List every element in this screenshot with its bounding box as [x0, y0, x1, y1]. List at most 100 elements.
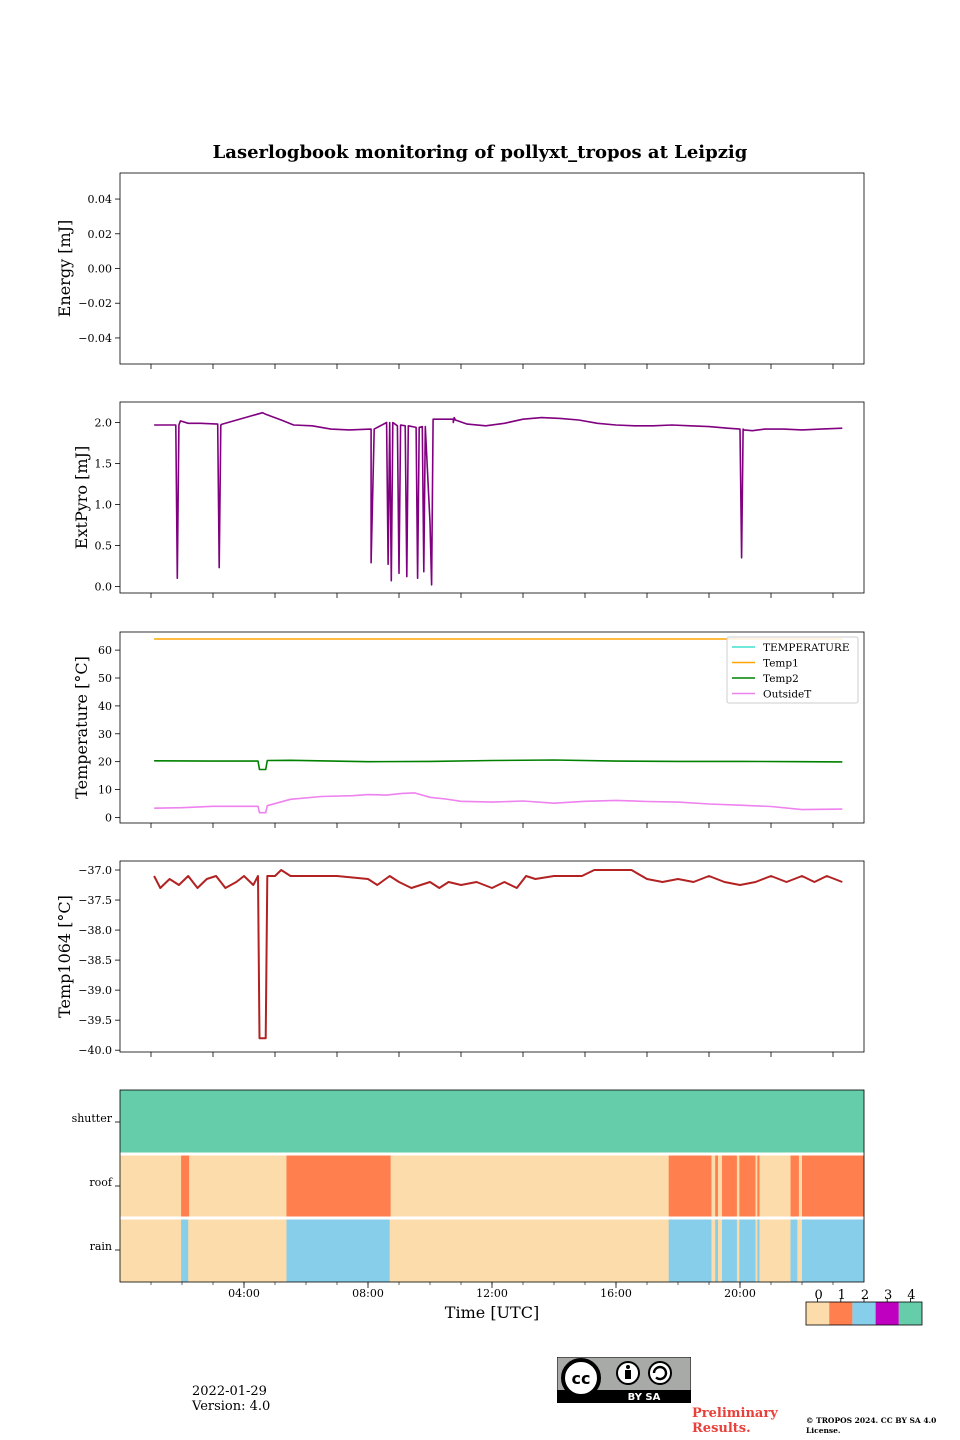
y-tick-label: −38.5 [78, 954, 112, 967]
flag-segment-roof [722, 1154, 738, 1218]
row-label-rain: rain [90, 1240, 112, 1253]
x-tick-label: 16:00 [600, 1287, 632, 1300]
flag-segment-roof [736, 1154, 740, 1218]
flag-segment-roof [189, 1154, 287, 1218]
flag-segment-rain [797, 1218, 803, 1282]
flag-segment-roof [181, 1154, 190, 1218]
flag-segment-rain [389, 1218, 669, 1282]
by-person-icon-head [626, 1365, 630, 1369]
footer-version: Version: 4.0 [192, 1399, 271, 1414]
y-tick-label: −0.04 [78, 332, 112, 345]
flag-segment-rain [755, 1218, 758, 1282]
y-tick-label: 0 [105, 811, 112, 824]
flag-segment-roof [790, 1154, 800, 1218]
flag-segment-shutter [120, 1090, 865, 1154]
cc-icon [561, 1358, 601, 1398]
panels: 0.04 0.02 0.00 −0.02 −0.04 Energy [mJ] 0.0 0.5 1… [55, 172, 865, 1057]
flag-segment-rain [802, 1218, 865, 1282]
y-tick-label: 0.0 [95, 580, 113, 593]
flag-segment-roof [715, 1154, 719, 1218]
flag-segment-rain [668, 1218, 712, 1282]
flag-segment-roof [717, 1154, 723, 1218]
series-line-outsidet [154, 792, 843, 814]
sa-share-arrow [652, 1365, 668, 1381]
y-tick-label: 1.5 [95, 457, 113, 470]
y-tick-label: 10 [98, 784, 112, 797]
legend-label: Temp2 [763, 673, 799, 685]
colorbar-tick-label: 2 [861, 1288, 869, 1303]
legend-label: TEMPERATURE [763, 642, 850, 654]
flag-segment-rain [739, 1218, 756, 1282]
series-line-temp2 [154, 759, 843, 771]
y-tick-label: 0.04 [88, 193, 113, 206]
flag-segment-roof [711, 1154, 716, 1218]
legend-label: Temp1 [763, 658, 799, 670]
flag-segment-rain [790, 1218, 798, 1282]
panel-temperature: 0 10 20 30 40 50 60 Temperature [°C] TEMPERATURE… [72, 631, 865, 828]
flag-segment-roof [390, 1154, 669, 1218]
flag-segment-rain [717, 1218, 723, 1282]
y-tick-label: −39.0 [78, 984, 112, 997]
colorbar-swatch-0 [806, 1302, 830, 1325]
axes-frame [119, 631, 865, 824]
y-tick-label: 2.0 [95, 416, 113, 429]
flag-segment-rain [759, 1218, 791, 1282]
y-tick-label: 30 [98, 728, 112, 741]
y-tick-label: −37.5 [78, 894, 112, 907]
flag-segment-rain [711, 1218, 716, 1282]
flag-segment-rain [181, 1218, 189, 1282]
flag-segment-rain [286, 1218, 390, 1282]
y-tick-label: 0.5 [95, 539, 113, 552]
colorbar-tick-label: 4 [907, 1288, 915, 1303]
axes-frame [119, 172, 865, 365]
y-tick-label: −39.5 [78, 1014, 112, 1027]
colorbar-swatch-3 [875, 1302, 899, 1325]
copyright-note: © TROPOS 2024. CC BY SA 4.0 License. [806, 1416, 937, 1435]
x-tick-label: 20:00 [724, 1287, 756, 1300]
series-line-temp1064 [153, 869, 843, 1040]
flag-segment-roof [798, 1154, 803, 1218]
flag-segment-rain [120, 1218, 182, 1282]
legend-box [726, 636, 859, 704]
y-tick-label: −38.0 [78, 924, 112, 937]
by-person-icon-body [625, 1370, 631, 1379]
flag-segment-roof [739, 1154, 756, 1218]
y-tick-label: 60 [98, 644, 112, 657]
flag-segment-roof [120, 1154, 182, 1218]
flag-panel: shutter roof rain 04:00 08:00 12:00 16:00 20:00… [72, 1089, 865, 1322]
legend: TEMPERATURE Temp1 Temp2 OutsideT [726, 636, 859, 704]
x-tick-label: 12:00 [476, 1287, 508, 1300]
row-label-roof: roof [89, 1176, 113, 1189]
flag-segment-rain [736, 1218, 740, 1282]
panel-temp1064: −37.0 −37.5 −38.0 −38.5 −39.0 −39.5 −40.0 Temp1… [55, 860, 865, 1057]
axes-frame [119, 401, 865, 594]
legend-label: OutsideT [763, 689, 811, 701]
y-tick-label: 40 [98, 700, 112, 713]
cc-icon-letters: cc [572, 1369, 591, 1388]
flag-segment-rain [722, 1218, 738, 1282]
y-tick-label: 0.00 [88, 263, 113, 276]
flag-segment-roof [755, 1154, 758, 1218]
colorbar-swatch-1 [829, 1302, 853, 1325]
panel-energy: 0.04 0.02 0.00 −0.02 −0.04 Energy [mJ] [55, 172, 865, 369]
y-tick-label: 0.02 [88, 228, 113, 241]
y-tick-label: −40.0 [78, 1044, 112, 1057]
colorbar-tick-label: 0 [814, 1288, 822, 1303]
panel-extpyro: 0.0 0.5 1.0 1.5 2.0 ExtPyro [mJ] [72, 401, 865, 598]
colorbar-frame [805, 1301, 923, 1326]
axes-frame [119, 860, 865, 1053]
flag-segment-roof [668, 1154, 712, 1218]
footer-date: 2022-01-29 [192, 1384, 267, 1399]
colorbar-tick-label: 1 [838, 1288, 846, 1303]
y-axis-label: Temp1064 [°C] [55, 895, 74, 1018]
badge-label: BY SA [628, 1392, 661, 1403]
x-tick-label: 04:00 [228, 1287, 260, 1300]
y-axis-label: ExtPyro [mJ] [72, 446, 91, 549]
flag-segment-roof [759, 1154, 791, 1218]
y-axis-label: Energy [mJ] [55, 220, 74, 318]
y-tick-label: 20 [98, 756, 112, 769]
y-tick-label: −37.0 [78, 864, 112, 877]
figure-title: Laserlogbook monitoring of pollyxt_tropo… [213, 142, 748, 163]
footer-date-version: 2022-01-29 Version: 4.0 [192, 1384, 270, 1414]
flag-segment-rain [715, 1218, 719, 1282]
